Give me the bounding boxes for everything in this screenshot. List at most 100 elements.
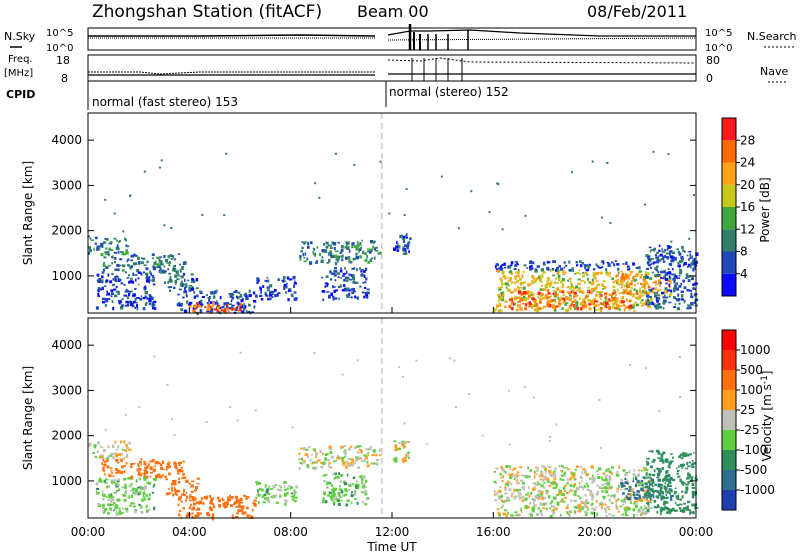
range-time-cell xyxy=(608,299,612,303)
range-time-cell xyxy=(652,291,655,294)
range-time-cell xyxy=(126,303,129,307)
range-time-cell xyxy=(510,264,513,267)
range-time-cell xyxy=(654,294,657,297)
range-time-cell xyxy=(102,241,107,244)
range-time-cell xyxy=(343,482,348,486)
range-time-cell xyxy=(332,473,335,476)
range-time-cell xyxy=(623,507,627,510)
range-time-cell xyxy=(650,263,653,266)
range-time-cell xyxy=(207,303,210,306)
range-time-cell xyxy=(129,265,132,270)
range-time-cell xyxy=(90,239,94,242)
range-time-cell xyxy=(644,283,647,288)
range-time-cell xyxy=(643,289,646,293)
range-time-cell xyxy=(221,497,224,500)
colorbar-swatch xyxy=(722,184,736,207)
range-time-cell xyxy=(101,490,104,493)
range-time-cell xyxy=(117,445,120,449)
range-time-cell xyxy=(510,261,514,265)
range-time-cell xyxy=(197,507,201,511)
range-time-cell xyxy=(574,511,576,515)
range-time-cell xyxy=(347,289,350,292)
range-time-cell xyxy=(504,305,507,309)
range-time-cell xyxy=(680,457,684,460)
range-time-cell xyxy=(116,263,120,267)
range-time-cell xyxy=(346,279,349,282)
range-time-cell xyxy=(660,511,662,516)
range-time-cell xyxy=(660,495,664,499)
range-time-cell xyxy=(586,488,590,491)
range-time-cell xyxy=(665,489,667,493)
range-time-cell xyxy=(563,298,566,302)
range-time-cell xyxy=(668,485,672,488)
range-time-cell xyxy=(104,482,108,484)
range-time-cell xyxy=(658,289,662,291)
range-time-cell xyxy=(528,302,532,305)
range-time-cell xyxy=(182,272,186,276)
range-time-cell xyxy=(188,286,191,291)
range-time-cell xyxy=(668,301,672,304)
range-time-cell xyxy=(243,303,246,305)
range-time-cell xyxy=(615,274,619,277)
range-time-cell xyxy=(531,275,533,277)
range-time-cell xyxy=(276,293,279,297)
range-time-cell xyxy=(210,291,214,295)
range-time-cell xyxy=(342,463,346,466)
range-time-cell xyxy=(97,287,100,290)
range-time-cell xyxy=(123,470,126,474)
range-time-cell xyxy=(342,481,345,483)
range-time-cell xyxy=(646,497,648,499)
range-time-cell xyxy=(537,296,539,299)
range-time-cell xyxy=(409,237,412,241)
range-time-cell xyxy=(302,252,305,257)
range-time-cell xyxy=(645,302,648,306)
range-time-cell xyxy=(284,493,287,497)
range-time-cell xyxy=(402,248,405,252)
range-time-cell xyxy=(115,485,119,488)
range-time-cell xyxy=(113,260,116,264)
range-time-cell xyxy=(608,475,611,479)
range-time-cell xyxy=(656,265,659,268)
range-time-cell xyxy=(666,507,669,511)
range-time-cell xyxy=(541,293,544,296)
range-time-cell xyxy=(637,498,641,502)
range-time-cell xyxy=(652,261,655,265)
range-time-cell xyxy=(501,263,505,266)
range-time-cell xyxy=(678,252,682,256)
range-time-cell xyxy=(575,301,579,304)
range-time-cell xyxy=(179,496,181,499)
range-time-cell xyxy=(517,300,521,303)
range-time-cell xyxy=(314,449,317,453)
range-time-cell xyxy=(132,502,136,505)
range-time-cell xyxy=(573,506,576,508)
range-time-cell xyxy=(160,269,164,273)
range-time-cell xyxy=(521,474,525,477)
range-time-cell xyxy=(614,260,617,262)
range-time-cell xyxy=(661,490,664,494)
range-time-cell xyxy=(695,478,698,482)
range-time-cell xyxy=(539,274,544,279)
range-time-cell xyxy=(239,306,243,309)
range-time-cell xyxy=(347,488,350,492)
range-time-cell xyxy=(656,259,660,264)
range-time-cell xyxy=(596,285,598,288)
range-time-cell xyxy=(518,513,521,516)
range-time-cell xyxy=(533,299,537,303)
range-time-cell xyxy=(528,305,532,308)
range-time-cell xyxy=(692,283,695,286)
range-time-cell xyxy=(538,496,541,500)
range-time-cell xyxy=(665,493,668,496)
range-time-cell xyxy=(199,500,202,503)
range-time-cell xyxy=(657,305,660,309)
range-time-cell xyxy=(650,494,653,497)
range-time-cell xyxy=(326,494,330,497)
range-time-cell xyxy=(164,281,166,284)
range-time-cell xyxy=(579,496,582,500)
range-time-cell xyxy=(629,270,634,273)
colorbar-tick-label: 16 xyxy=(740,200,755,214)
range-time-cell xyxy=(122,507,125,510)
range-time-cell xyxy=(162,473,164,477)
range-time-cell xyxy=(645,468,649,471)
range-time-cell xyxy=(181,267,184,270)
range-time-cell xyxy=(613,306,616,309)
